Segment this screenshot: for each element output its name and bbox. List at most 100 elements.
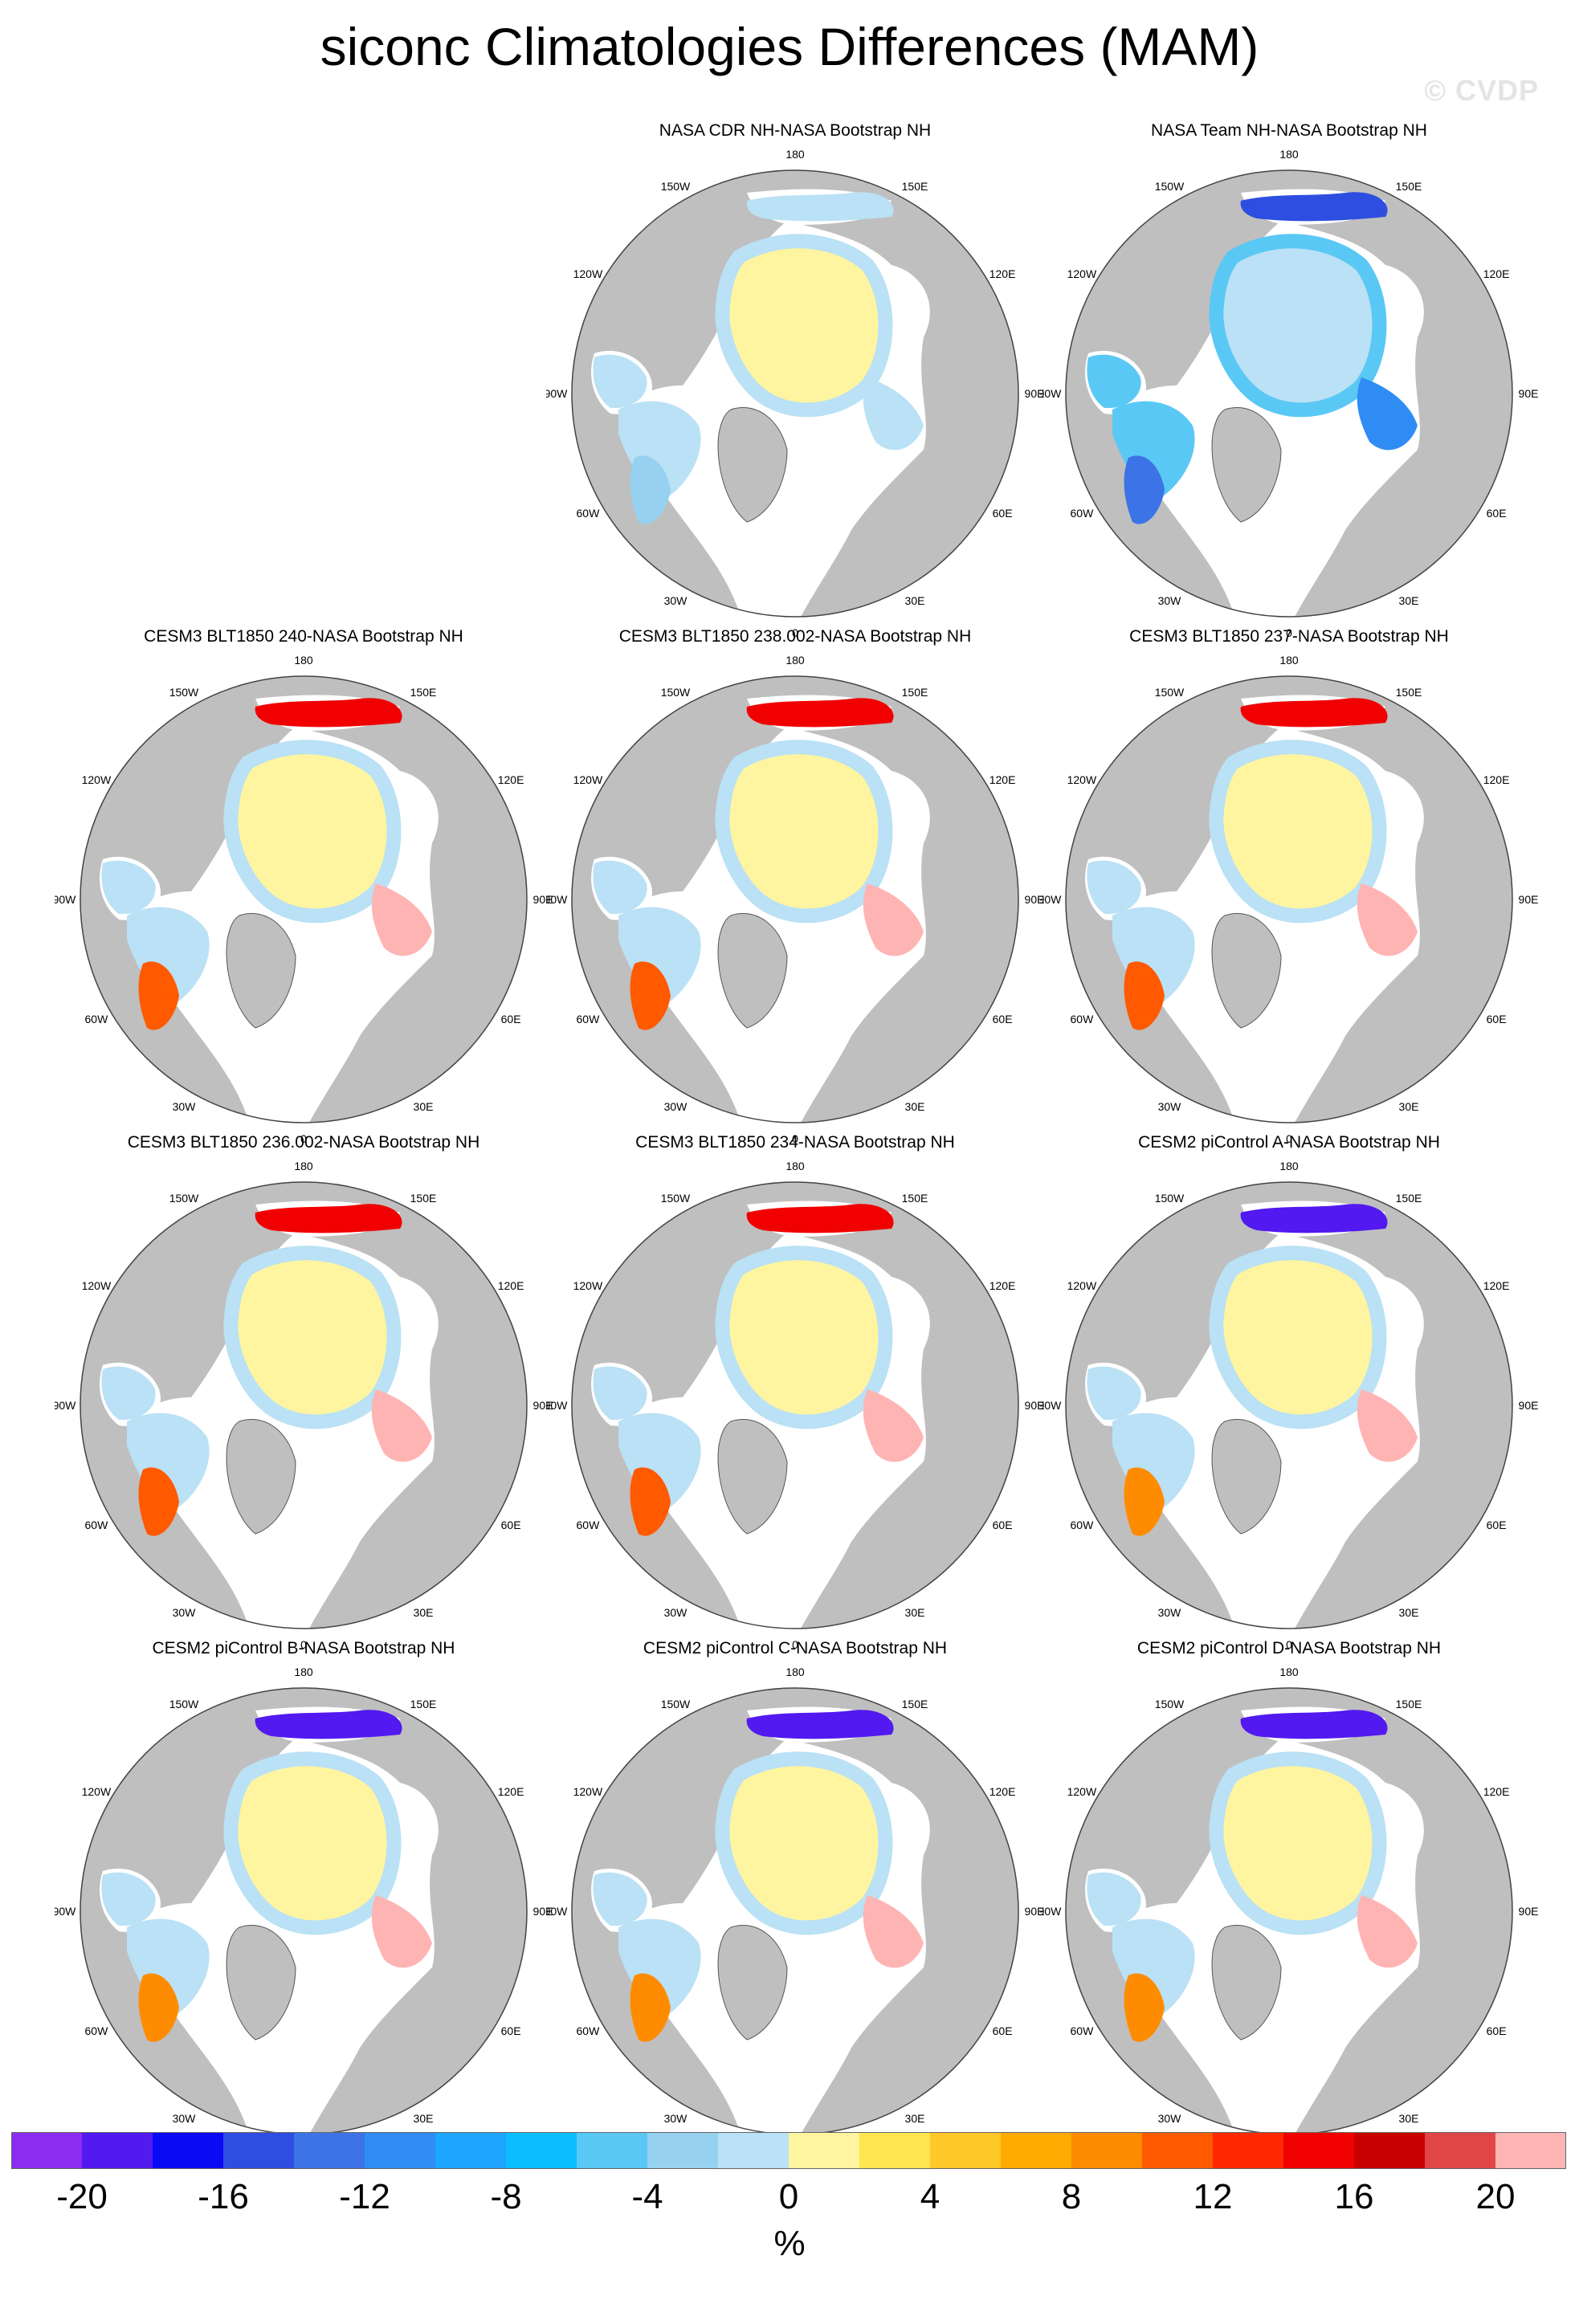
hudson-bay-field [1087, 354, 1141, 409]
hudson-bay-field [1087, 1872, 1141, 1926]
longitude-label: 60W [1071, 1519, 1095, 1531]
panel-title: CESM3 BLT1850 234-NASA Bootstrap NH [635, 1133, 955, 1152]
barents-sea-field [863, 377, 924, 451]
longitude-label: 30W [664, 594, 688, 607]
colorbar-swatch [11, 2132, 83, 2169]
longitude-label: 90W [1040, 387, 1062, 400]
longitude-label: 30W [664, 1606, 688, 1619]
colorbar-swatch [1001, 2132, 1072, 2169]
figure-title: siconc Climatologies Differences (MAM) [320, 17, 1259, 76]
longitude-label: 180 [785, 1160, 805, 1172]
longitude-label: 90W [546, 893, 568, 906]
longitude-label: 150W [1155, 686, 1185, 699]
central-arctic-field [1216, 1253, 1380, 1422]
longitude-label: 60E [993, 507, 1013, 520]
colorbar-swatch [1283, 2132, 1355, 2169]
longitude-label: 60W [85, 1013, 109, 1025]
panel-title: CESM3 BLT1850 237-NASA Bootstrap NH [1129, 627, 1449, 646]
longitude-label: 90W [1040, 893, 1062, 906]
colorbar [11, 2132, 1566, 2169]
hudson-bay-field [593, 354, 647, 409]
bering-sea-field [746, 1710, 894, 1739]
longitude-label: 0 [792, 1638, 798, 1651]
longitude-label: 120E [1483, 1279, 1510, 1292]
longitude-label: 0 [1286, 1132, 1292, 1145]
longitude-label: 90E [1025, 1905, 1044, 1918]
longitude-label: 120W [573, 1785, 603, 1798]
colorbar-swatch [647, 2132, 719, 2169]
longitude-label: 60E [1487, 1013, 1507, 1025]
longitude-label: 120W [82, 1785, 112, 1798]
longitude-label: 180 [294, 654, 313, 667]
map-panel: CESM3 BLT1850 237-NASA Bootstrap NH 180 15… [1040, 626, 1538, 1145]
greenland [717, 1418, 788, 1535]
longitude-label: 90W [546, 1399, 568, 1412]
central-arctic-field [1216, 1759, 1380, 1928]
longitude-label: 120E [498, 773, 524, 786]
longitude-label: 90E [1025, 1399, 1044, 1412]
barents-sea-field [1357, 883, 1418, 956]
ice-edge-field [138, 1973, 179, 2042]
longitude-label: 90E [533, 1905, 553, 1918]
marginal-ice-field [1209, 1246, 1387, 1429]
marginal-ice-field [715, 234, 893, 418]
marginal-ice-field [715, 1751, 893, 1935]
colorbar-swatch [435, 2132, 507, 2169]
longitude-label: 120W [573, 773, 603, 786]
bering-sea-field [746, 192, 894, 222]
marginal-ice-field [715, 740, 893, 923]
longitude-label: 180 [785, 654, 805, 667]
colorbar-swatch [859, 2132, 931, 2169]
longitude-label: 90W [1040, 1905, 1062, 1918]
marginal-ice-field [223, 1246, 402, 1429]
bering-sea-field [1240, 698, 1388, 728]
longitude-label: 90W [546, 387, 568, 400]
ice-edge-field [630, 1973, 671, 2042]
bering-sea-field [255, 1204, 402, 1233]
map-panel: CESM2 piControl A-NASA Bootstrap NH 180 15… [1040, 1132, 1538, 1651]
colorbar-swatch [153, 2132, 224, 2169]
longitude-label: 120E [989, 267, 1016, 280]
hudson-bay-field [101, 1872, 156, 1926]
map-panel: CESM3 BLT1850 238.002-NASA Bootstrap NH 1… [546, 626, 1044, 1145]
longitude-label: 150W [1155, 1698, 1185, 1710]
longitude-label: 90E [533, 893, 553, 906]
longitude-label: 90E [1519, 1905, 1538, 1918]
marginal-ice-field [1209, 740, 1387, 923]
bering-sea-field [746, 698, 894, 728]
longitude-label: 120W [82, 773, 112, 786]
hudson-bay-field [593, 1872, 647, 1926]
colorbar-tick-label: -4 [631, 2177, 663, 2216]
colorbar-swatch [82, 2132, 153, 2169]
colorbar-swatch [506, 2132, 577, 2169]
longitude-label: 90E [1025, 893, 1044, 906]
longitude-label: 60W [577, 1519, 601, 1531]
central-arctic-field [1216, 241, 1380, 410]
longitude-label: 120E [498, 1279, 524, 1292]
colorbar-tick-label: 8 [1061, 2177, 1082, 2216]
longitude-label: 120E [989, 1785, 1016, 1798]
panel-title: CESM2 piControl D-NASA Bootstrap NH [1136, 1639, 1442, 1657]
ice-edge-field [630, 961, 671, 1030]
map-panel: CESM3 BLT1850 240-NASA Bootstrap NH 180 15… [55, 626, 553, 1145]
longitude-label: 60E [993, 2024, 1013, 2037]
map-border [80, 675, 528, 1123]
longitude-label: 30W [173, 1100, 197, 1113]
longitude-label: 30W [664, 2112, 688, 2125]
colorbar-swatch [223, 2132, 295, 2169]
longitude-label: 120E [498, 1785, 524, 1798]
map-border [571, 1181, 1019, 1629]
longitude-label: 0 [1286, 1638, 1292, 1651]
greenland [1211, 912, 1282, 1029]
longitude-label: 150W [1155, 180, 1185, 193]
longitude-label: 120W [1067, 773, 1097, 786]
longitude-label: 0 [792, 626, 798, 639]
colorbar-tick-label: 20 [1475, 2177, 1516, 2216]
colorbar-tick-label: -8 [490, 2177, 522, 2216]
bering-sea-field [1240, 1710, 1388, 1739]
longitude-label: 180 [1279, 1666, 1299, 1678]
longitude-label: 90W [1040, 1399, 1062, 1412]
longitude-label: 60E [501, 1013, 521, 1025]
